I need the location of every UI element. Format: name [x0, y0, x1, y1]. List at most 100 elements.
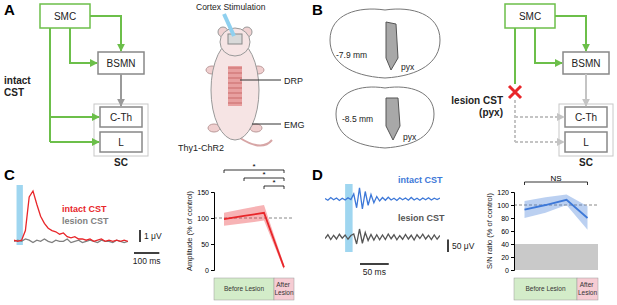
region-label: SC	[114, 157, 128, 168]
significance-label: *	[262, 170, 265, 179]
tick-label: 0	[205, 267, 209, 274]
scale-bar-line	[360, 263, 389, 265]
pathway	[585, 74, 587, 106]
panel-label: A	[4, 1, 15, 18]
y-axis: 020406080100120	[497, 189, 514, 274]
series-line	[325, 229, 440, 244]
series-line	[224, 213, 284, 268]
tick-label: 150	[197, 189, 209, 196]
pathway	[90, 16, 121, 51]
axis-line	[211, 193, 215, 271]
tick-mark	[211, 218, 214, 219]
node-label: L	[583, 137, 589, 148]
tick: 150	[197, 189, 214, 196]
significance-label: NS	[550, 174, 561, 183]
legend-label: intact CST	[62, 204, 107, 214]
pathway	[515, 116, 564, 118]
pathway-label: CST	[4, 87, 24, 98]
vertebra	[228, 98, 242, 99]
phase: After Lesion	[577, 278, 598, 300]
vertebra	[228, 93, 242, 94]
node-label: BSMN	[572, 58, 601, 69]
electrode	[252, 124, 281, 125]
phase-label: Before Lesion	[224, 285, 264, 292]
series-line	[525, 200, 588, 218]
tick-label: 0	[505, 267, 509, 274]
tick-mark	[511, 218, 514, 219]
electrode	[240, 80, 281, 81]
tick-label: 120	[497, 189, 509, 196]
trace-plot	[14, 185, 128, 245]
panel-label: D	[312, 166, 323, 183]
setup-label: Cortex Stimulation	[196, 2, 266, 12]
pathway-label: (pyx)	[479, 107, 503, 118]
tick-mark	[511, 231, 514, 232]
pathway	[535, 28, 562, 63]
tick: 50	[201, 241, 214, 248]
tick-mark	[511, 257, 514, 258]
tick-label: 40	[501, 241, 509, 248]
pathway	[50, 141, 99, 143]
significance-label: *	[252, 162, 255, 171]
pyramid	[386, 22, 398, 70]
phase-box	[274, 278, 294, 300]
lesion-cross	[509, 86, 521, 98]
cord-frame	[559, 104, 613, 156]
node-label: L	[118, 137, 124, 148]
vertebra	[228, 83, 242, 84]
node-box	[565, 132, 607, 152]
tick-label: 80	[501, 215, 509, 222]
series-line	[14, 191, 128, 241]
error-band	[224, 205, 284, 269]
pathway-label: intact	[4, 75, 31, 86]
series-line	[325, 188, 440, 209]
pathway	[514, 100, 516, 142]
node-label: C-Th	[575, 112, 597, 123]
phase-box	[514, 278, 577, 300]
plot-area	[514, 195, 598, 270]
axis-line	[511, 193, 515, 271]
setup-label: DRP	[284, 76, 303, 86]
stimulus	[345, 184, 352, 252]
tick-label: 100	[197, 215, 209, 222]
stimulus	[17, 185, 23, 245]
scale-bar: 50 ms	[360, 264, 389, 277]
tail	[240, 138, 272, 146]
legend-label: lesion CST	[62, 216, 109, 226]
phase: Before Lesion	[214, 278, 274, 300]
phase-label: Before Lesion	[525, 285, 565, 292]
legend-label: intact CST	[398, 175, 443, 185]
noise-floor	[514, 244, 598, 270]
node-label: SMC	[54, 11, 76, 22]
node-box	[563, 52, 609, 74]
significance: NS	[525, 174, 588, 185]
pyramid	[386, 98, 400, 140]
phase-label: After Lesion	[274, 281, 294, 296]
section-outline	[330, 9, 440, 78]
vertebra	[228, 73, 242, 74]
phase: After Lesion	[274, 278, 294, 300]
node-box	[100, 132, 142, 152]
tick: 40	[501, 241, 514, 248]
tick-mark	[211, 270, 214, 271]
scale-bar: 100 ms	[133, 253, 161, 266]
circuit: SMC BSMN C-Th L SC intactCST	[4, 4, 148, 168]
vertebra	[228, 88, 242, 89]
section-label: -8.5 mm	[342, 114, 373, 124]
tick-mark	[511, 192, 514, 193]
node-label: BSMN	[107, 58, 136, 69]
tick-label: 50	[201, 241, 209, 248]
sections: -7.9 mm-8.5 mmpyxpyx	[330, 9, 440, 148]
tick-mark	[511, 205, 514, 206]
pathway	[120, 74, 122, 106]
panel-label: B	[312, 1, 323, 18]
section-outline	[336, 87, 434, 148]
significance-label: *	[272, 178, 275, 187]
node-label: C-Th	[110, 112, 132, 123]
circuit: SMCBSMNC-ThLSClesion CST(pyx)	[451, 4, 613, 168]
scale-bar-label: 50 ms	[363, 267, 386, 277]
vertebra	[228, 68, 242, 69]
vertebra	[228, 103, 242, 104]
optic-fiber	[224, 14, 234, 36]
pathway	[515, 141, 564, 143]
